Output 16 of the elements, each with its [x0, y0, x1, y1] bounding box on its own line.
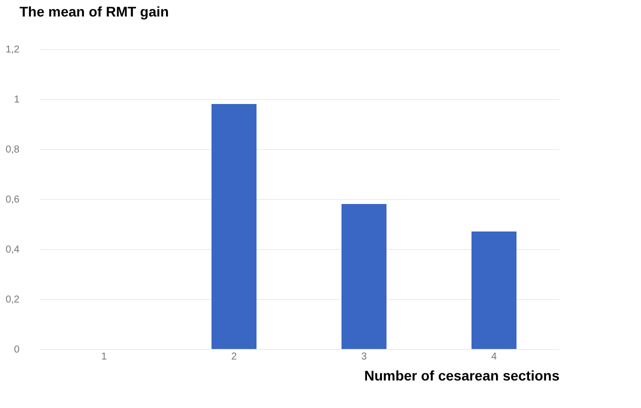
y-tick-label: 0,8 [6, 144, 20, 156]
y-tick-label: 0,2 [6, 294, 20, 306]
x-axis-title: Number of cesarean sections [364, 368, 560, 384]
y-tick-label: 1,2 [6, 44, 20, 56]
x-tick-label: 4 [491, 352, 498, 362]
x-tick-label: 1 [101, 352, 108, 362]
bar [472, 232, 516, 349]
y-tick-label: 0,4 [6, 244, 20, 256]
y-tick-label: 1 [14, 94, 20, 106]
x-tick-label: 2 [231, 352, 238, 362]
y-axis-title: The mean of RMT gain [20, 4, 169, 20]
y-tick-label: 0,6 [6, 194, 20, 206]
bar [342, 204, 386, 349]
y-tick-label: 0 [14, 344, 20, 356]
bar [212, 104, 256, 349]
x-tick-label: 3 [361, 352, 368, 362]
